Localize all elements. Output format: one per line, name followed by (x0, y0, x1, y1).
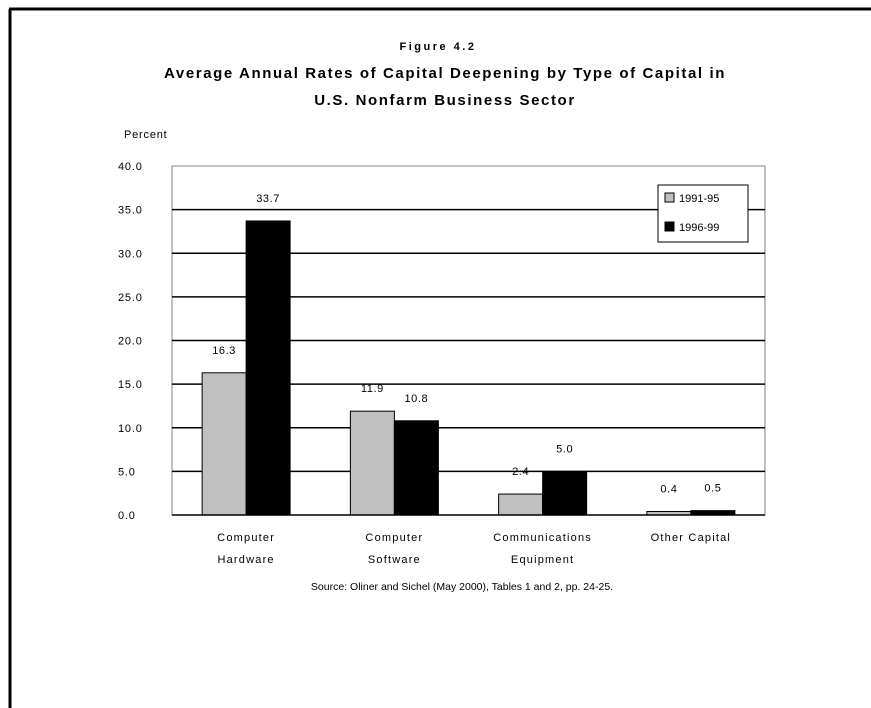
x-tick-label: Computer (365, 532, 423, 544)
y-tick-label: 0.0 (118, 510, 136, 522)
figure-label: Figure 4.2 (400, 41, 477, 53)
y-tick-label: 35.0 (118, 205, 143, 217)
data-labels: 16.3 33.7 11.9 10.8 2.4 5.0 0.4 0.5 (212, 193, 721, 496)
x-tick-label: Hardware (217, 554, 274, 566)
x-tick-labels: Computer Hardware Computer Software Communic… (217, 532, 731, 566)
legend-label-1991-95: 1991-95 (679, 193, 719, 205)
x-tick-label: Software (368, 554, 421, 566)
data-label: 0.5 (704, 483, 721, 495)
y-tick-labels: 0.0 5.0 10.0 15.0 20.0 25.0 30.0 35.0 40.0 (118, 161, 143, 522)
y-tick-label: 15.0 (118, 379, 143, 391)
legend-swatch-1996-99 (664, 221, 675, 232)
bar-1991-95-0 (201, 372, 247, 516)
x-tick-label: Other Capital (651, 532, 731, 544)
bar-1996-99-0 (245, 220, 291, 516)
legend-swatch-1991-95 (664, 192, 675, 203)
bars (201, 220, 736, 516)
bar-1991-95-1 (349, 410, 395, 516)
legend: 1991-95 1996-99 (657, 184, 749, 243)
y-tick-label: 20.0 (118, 336, 143, 348)
y-tick-label: 5.0 (118, 466, 136, 478)
legend-label-1996-99: 1996-99 (679, 222, 719, 234)
bar-1996-99-2 (542, 470, 588, 516)
y-tick-label: 25.0 (118, 292, 143, 304)
source-note: Source: Oliner and Sichel (May 2000), Ta… (311, 581, 613, 593)
data-label: 10.8 (404, 393, 428, 405)
x-tick-label: Computer (217, 532, 275, 544)
bar-1996-99-1 (393, 420, 439, 516)
data-label: 33.7 (256, 193, 280, 205)
y-tick-label: 40.0 (118, 161, 143, 173)
y-axis-label: Percent (124, 129, 168, 141)
data-label: 16.3 (212, 345, 236, 357)
y-tick-label: 30.0 (118, 248, 143, 260)
chart-title-line-1: Average Annual Rates of Capital Deepenin… (164, 65, 726, 82)
plot-area: 0.0 5.0 10.0 15.0 20.0 25.0 30.0 35.0 40.0 16.3 3… (118, 161, 766, 566)
data-label: 0.4 (660, 484, 677, 496)
chart-title-line-2: U.S. Nonfarm Business Sector (314, 92, 576, 109)
data-label: 5.0 (556, 443, 573, 455)
x-tick-label: Equipment (511, 554, 574, 566)
y-tick-label: 10.0 (118, 423, 143, 435)
bar-1991-95-2 (498, 493, 544, 516)
x-tick-label: Communications (493, 532, 592, 544)
data-label: 11.9 (361, 383, 384, 395)
data-label: 2.4 (512, 466, 529, 478)
